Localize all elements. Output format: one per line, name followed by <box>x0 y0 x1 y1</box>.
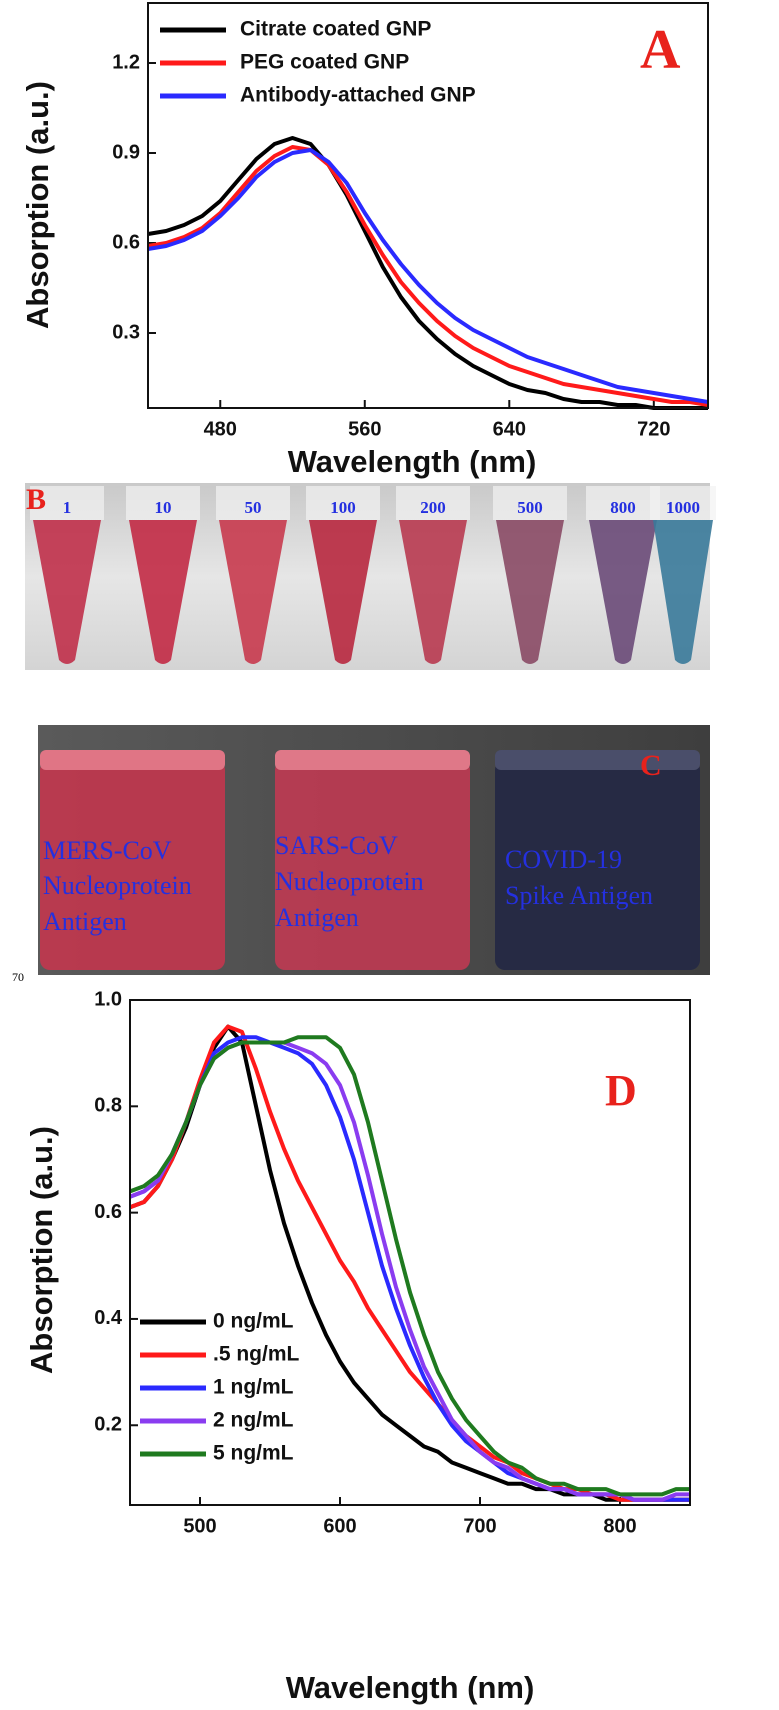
y-tick-label: 0.8 <box>94 1095 122 1117</box>
y-axis-label: Absorption (a.u.) <box>20 81 55 329</box>
beaker <box>275 760 470 970</box>
legend-text: .5 ng/mL <box>213 1343 300 1366</box>
x-tick-label: 480 <box>204 418 237 440</box>
tube-label: 500 <box>517 498 543 517</box>
tube <box>219 520 287 664</box>
tube-cap <box>396 486 470 520</box>
x-tick-label: 720 <box>637 418 670 440</box>
x-tick-label: 700 <box>463 1515 496 1537</box>
legend-text: 5 ng/mL <box>213 1442 294 1465</box>
beaker <box>40 760 225 970</box>
y-tick-label: 0.6 <box>112 231 140 253</box>
caption-line: Nucleoprotein <box>43 871 192 900</box>
caption-line: SARS-CoV <box>275 831 398 860</box>
tube <box>589 520 657 664</box>
caption-line: Antigen <box>43 907 127 936</box>
tube-cap <box>30 486 104 520</box>
tubes <box>30 486 716 664</box>
legend-text: 2 ng/mL <box>213 1409 294 1432</box>
tube-label: 800 <box>610 498 636 517</box>
x-tick-label: 600 <box>323 1515 356 1537</box>
x-tick-label: 800 <box>603 1515 636 1537</box>
tube <box>653 520 713 664</box>
y-tick-label: 0.2 <box>94 1414 122 1436</box>
y-tick-label: 0.4 <box>94 1307 123 1329</box>
y-tick-label: 0.9 <box>112 141 140 163</box>
caption-line: Antigen <box>275 903 359 932</box>
panel-letter: B <box>26 483 46 516</box>
margin-note: 70 <box>12 970 24 984</box>
plot-frame <box>147 2 709 409</box>
tube <box>129 520 197 664</box>
tube <box>399 520 467 664</box>
tube-label: 50 <box>245 498 262 517</box>
x-tick-label: 500 <box>183 1515 216 1537</box>
beaker-rim <box>275 750 470 770</box>
legend-text: Antibody-attached GNP <box>240 84 476 107</box>
tube-label: 10 <box>155 498 172 517</box>
tube <box>309 520 377 664</box>
tube-cap <box>650 486 716 520</box>
series-line <box>147 148 709 404</box>
legend-text: 1 ng/mL <box>213 1376 294 1399</box>
y-tick-label: 1.0 <box>94 988 122 1010</box>
x-tick-label: 560 <box>348 418 381 440</box>
caption-line: Spike Antigen <box>505 881 653 910</box>
beaker-rim <box>495 750 700 770</box>
tube-cap <box>306 486 380 520</box>
tube-label: 1000 <box>666 498 700 517</box>
panel-letter: A <box>640 19 681 81</box>
caption-line: Nucleoprotein <box>275 867 424 896</box>
legend-text: PEG coated GNP <box>240 51 409 74</box>
tube <box>33 520 101 664</box>
tube-cap <box>126 486 200 520</box>
caption-line: COVID-19 <box>505 845 622 874</box>
beaker-rim <box>40 750 225 770</box>
x-axis-label: Wavelength (nm) <box>288 444 537 479</box>
y-tick-label: 0.3 <box>112 321 140 343</box>
x-tick-label: 640 <box>493 418 526 440</box>
tube-label: 100 <box>330 498 356 517</box>
legend-text: 0 ng/mL <box>213 1310 294 1333</box>
plot-frame <box>129 999 691 1506</box>
beakers <box>40 750 700 970</box>
caption-line: MERS-CoV <box>43 836 172 865</box>
panel-letter: D <box>605 1066 637 1115</box>
beaker <box>495 760 700 970</box>
y-axis-label: Absorption (a.u.) <box>24 1126 59 1374</box>
tube-cap <box>493 486 567 520</box>
tube-label: 1 <box>63 498 72 517</box>
tube-label: 200 <box>420 498 446 517</box>
tube <box>496 520 564 664</box>
series-line <box>147 136 708 410</box>
tube-cap <box>216 486 290 520</box>
tube-cap <box>586 486 660 520</box>
legend-text: Citrate coated GNP <box>240 18 431 41</box>
series-line <box>147 145 709 407</box>
series-line <box>129 1035 690 1497</box>
y-tick-label: 1.2 <box>112 51 140 73</box>
x-axis-label: Wavelength (nm) <box>286 1670 535 1705</box>
panel-letter: C <box>640 749 662 782</box>
y-tick-label: 0.6 <box>94 1201 122 1223</box>
